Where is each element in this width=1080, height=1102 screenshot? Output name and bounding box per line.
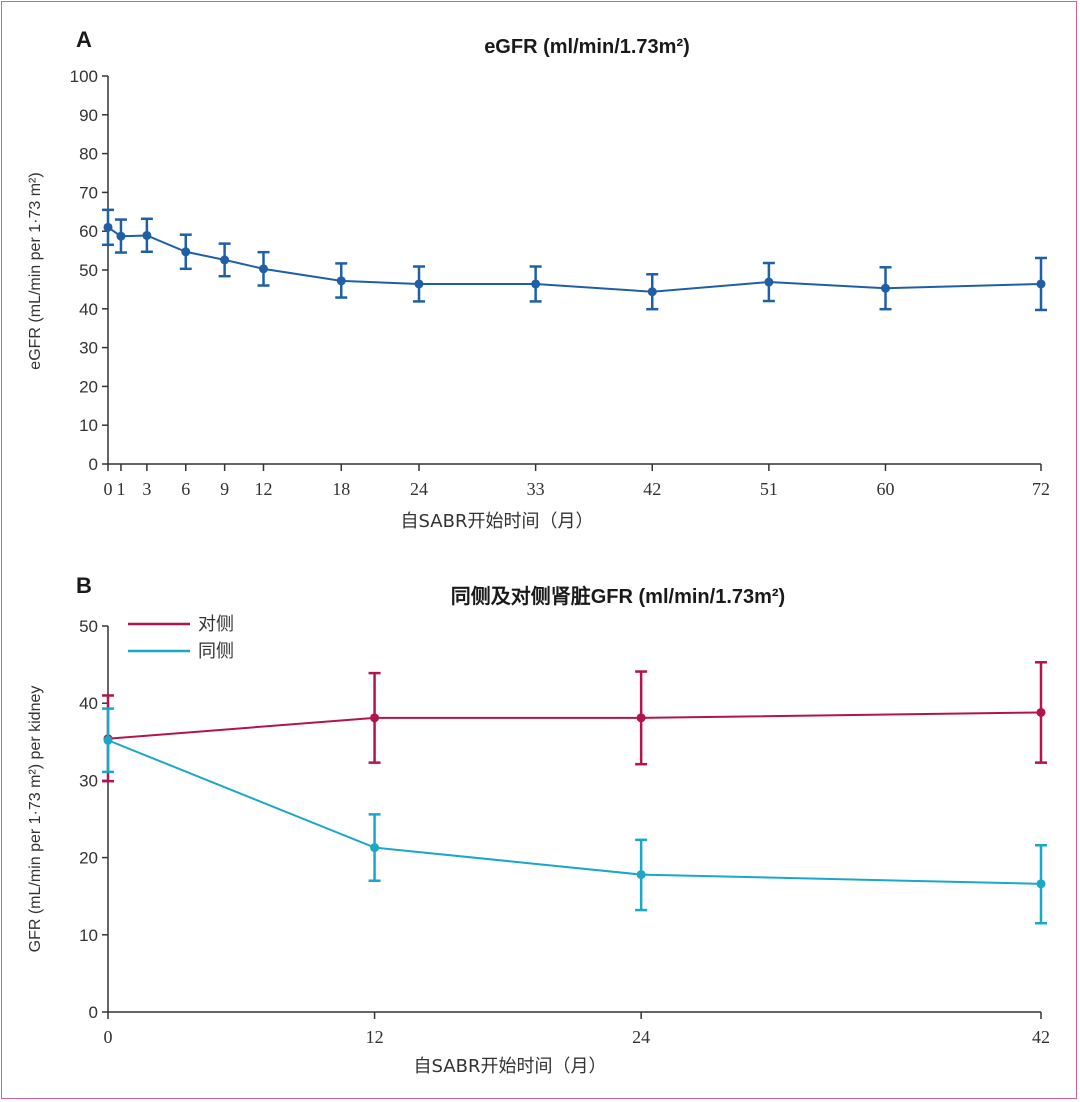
- x-tick-label: 24: [410, 479, 428, 499]
- x-tick-label: 42: [643, 479, 661, 499]
- x-tick-label: 9: [220, 479, 229, 499]
- panel-a: A eGFR (ml/min/1.73m²) eGFR (mL/min per …: [27, 27, 1050, 532]
- y-tick-label: 20: [79, 377, 98, 396]
- y-tick-label: 60: [79, 222, 98, 241]
- y-tick-label: 30: [79, 771, 98, 790]
- x-tick-label: 1: [116, 479, 125, 499]
- data-point: [116, 231, 126, 241]
- x-tick-label: 0: [104, 1027, 113, 1047]
- x-tick-label: 0: [104, 479, 113, 499]
- panel-a-title: eGFR (ml/min/1.73m²): [484, 36, 690, 58]
- data-point: [370, 713, 380, 723]
- x-tick-label: 51: [760, 479, 778, 499]
- x-tick-label: 18: [332, 479, 350, 499]
- panel-a-letter: A: [76, 27, 92, 52]
- panel-a-y-axis-label: eGFR (mL/min per 1·73 m²): [27, 172, 44, 369]
- x-tick-label: 6: [181, 479, 190, 499]
- legend-label-ipsilateral: 同侧: [198, 641, 234, 662]
- data-point: [142, 230, 152, 240]
- x-tick-label: 12: [366, 1027, 384, 1047]
- panel-b-axes: 0 10 20 30 40 50 0 12 24 42: [79, 617, 1050, 1047]
- data-point: [1036, 879, 1046, 889]
- data-point: [336, 276, 346, 286]
- y-tick-label: 50: [79, 261, 98, 280]
- y-tick-label: 50: [79, 617, 98, 636]
- panel-a-axes: 0 10 20 30 40 50 60 70 80 90 100 0 1 3 6 9 12 18 24 33 42 51 6…: [70, 67, 1050, 499]
- data-point: [636, 870, 646, 880]
- data-point: [103, 222, 113, 232]
- panel-b-x-axis-label: 自SABR开始时间（月）: [414, 1056, 607, 1077]
- y-tick-label: 0: [89, 455, 98, 474]
- data-point: [636, 713, 646, 723]
- x-tick-label: 33: [527, 479, 545, 499]
- data-point: [531, 279, 541, 289]
- data-point: [1036, 707, 1046, 717]
- series-line: [107, 226, 1042, 293]
- y-tick-label: 30: [79, 339, 98, 358]
- panel-b-letter: B: [76, 573, 92, 598]
- data-point: [370, 843, 380, 853]
- panel-a-x-axis-label: 自SABR开始时间（月）: [401, 511, 594, 532]
- panel-b-legend: 对侧 同侧: [128, 614, 234, 662]
- data-point: [764, 277, 774, 287]
- data-point: [414, 279, 424, 289]
- x-tick-label: 3: [142, 479, 151, 499]
- x-tick-label: 42: [1032, 1027, 1050, 1047]
- legend-label-contralateral: 对侧: [198, 614, 234, 635]
- y-tick-label: 40: [79, 300, 98, 319]
- panel-b-title: 同侧及对侧肾脏GFR (ml/min/1.73m²): [451, 584, 785, 608]
- data-point: [220, 255, 230, 265]
- panel-b-series: [102, 661, 1047, 925]
- series-line: [107, 711, 1042, 740]
- panel-b: B 同侧及对侧肾脏GFR (ml/min/1.73m²) GFR (mL/min…: [27, 573, 1050, 1077]
- y-tick-label: 20: [79, 849, 98, 868]
- y-tick-label: 0: [89, 1003, 98, 1022]
- x-tick-label: 60: [877, 479, 895, 499]
- panel-a-series: [102, 208, 1047, 312]
- x-tick-label: 72: [1032, 479, 1050, 499]
- y-tick-label: 70: [79, 183, 98, 202]
- panel-b-y-axis-label: GFR (mL/min per 1·73 m²) per kidney: [27, 686, 44, 953]
- series-line: [107, 739, 1042, 885]
- y-tick-label: 90: [79, 106, 98, 125]
- y-tick-label: 100: [70, 67, 98, 86]
- data-point: [1036, 279, 1046, 289]
- y-tick-label: 40: [79, 694, 98, 713]
- data-point: [259, 264, 268, 274]
- data-point: [647, 287, 657, 297]
- y-tick-label: 10: [79, 926, 98, 945]
- x-tick-label: 12: [255, 479, 273, 499]
- data-point: [881, 283, 890, 293]
- y-tick-label: 80: [79, 145, 98, 164]
- data-point: [181, 247, 191, 257]
- x-tick-label: 24: [632, 1027, 650, 1047]
- data-point: [103, 735, 113, 745]
- y-tick-label: 10: [79, 416, 98, 435]
